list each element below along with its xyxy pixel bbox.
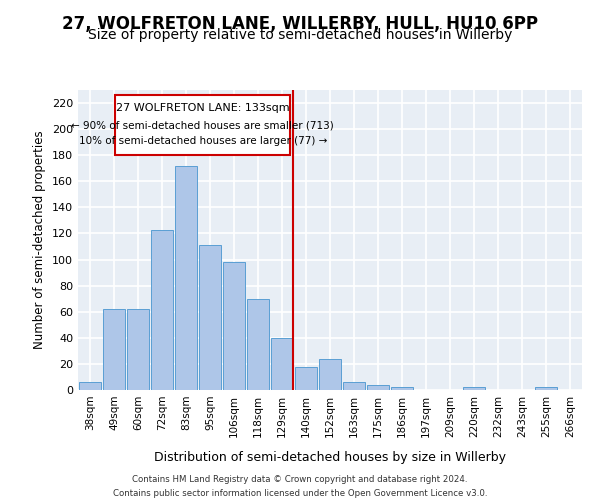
Bar: [199, 245, 221, 390]
Bar: [247, 298, 269, 390]
Bar: [271, 338, 293, 390]
Bar: [319, 358, 341, 390]
Bar: [175, 166, 197, 390]
Bar: [151, 230, 173, 390]
Bar: [367, 385, 389, 390]
Text: 27, WOLFRETON LANE, WILLERBY, HULL, HU10 6PP: 27, WOLFRETON LANE, WILLERBY, HULL, HU10…: [62, 15, 538, 33]
Y-axis label: Number of semi-detached properties: Number of semi-detached properties: [34, 130, 46, 350]
FancyBboxPatch shape: [115, 95, 290, 155]
Text: 27 WOLFRETON LANE: 133sqm: 27 WOLFRETON LANE: 133sqm: [116, 103, 290, 113]
Text: 10% of semi-detached houses are larger (77) →: 10% of semi-detached houses are larger (…: [79, 136, 327, 145]
Text: Size of property relative to semi-detached houses in Willerby: Size of property relative to semi-detach…: [88, 28, 512, 42]
Bar: [535, 388, 557, 390]
Bar: [103, 309, 125, 390]
Text: ← 90% of semi-detached houses are smaller (713): ← 90% of semi-detached houses are smalle…: [71, 120, 334, 130]
X-axis label: Distribution of semi-detached houses by size in Willerby: Distribution of semi-detached houses by …: [154, 451, 506, 464]
Text: Contains HM Land Registry data © Crown copyright and database right 2024.
Contai: Contains HM Land Registry data © Crown c…: [113, 476, 487, 498]
Bar: [295, 366, 317, 390]
Bar: [463, 388, 485, 390]
Bar: [391, 388, 413, 390]
Bar: [127, 309, 149, 390]
Bar: [343, 382, 365, 390]
Bar: [223, 262, 245, 390]
Bar: [79, 382, 101, 390]
